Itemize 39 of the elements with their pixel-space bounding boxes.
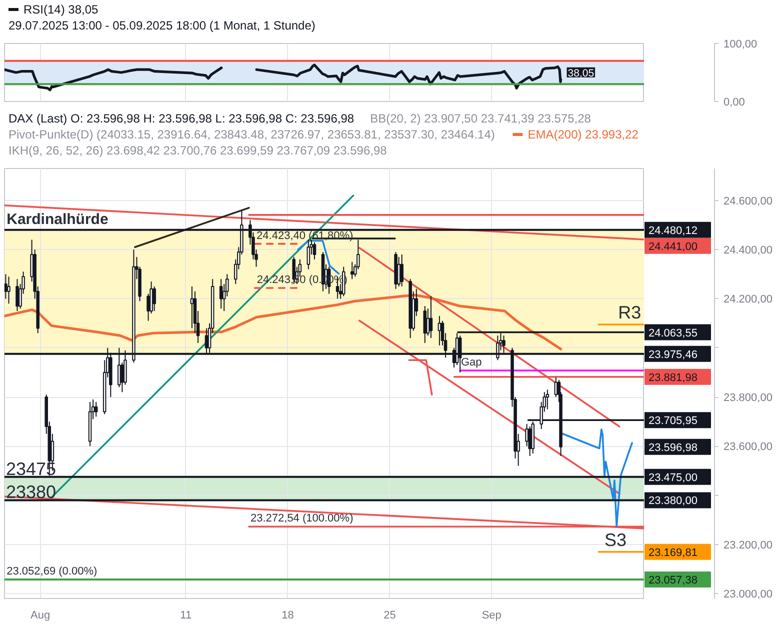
data-label: 24.441,00 [648, 240, 698, 253]
annotation: Gap [460, 356, 482, 368]
y-tick-label: 24.200,00 [724, 294, 772, 306]
y-tick-label: 23.800,00 [724, 392, 772, 404]
x-tick-label: 25 [384, 610, 396, 622]
x-tick-label: Aug [30, 610, 50, 622]
y-tick-label: 23.600,00 [724, 441, 772, 454]
data-label: 38,05 [568, 67, 594, 80]
y-tick-label: 24.400,00 [724, 244, 772, 257]
annotation: Kardinalhürde [6, 210, 108, 228]
ref-line-label: 23.475,00 [648, 472, 698, 484]
annotation: 23.052,69 (0.00%) [6, 565, 98, 578]
data-label: 23.881,98 [648, 372, 698, 384]
legend-label: RSI(14) 38,05 [24, 2, 99, 16]
ref-line-label: 23.975,46 [648, 348, 698, 361]
text: 23.596,98 [648, 442, 698, 454]
annotation: S3 [604, 530, 626, 550]
data-label: 24.063,55 [648, 327, 698, 340]
y-tick-label: 23.000,00 [724, 588, 772, 601]
x-tick-label: 18 [282, 610, 294, 622]
text: BB(20, 2) 23.907,50 23.741,39 23.575,28 [370, 112, 592, 126]
ref-line-label: 24.480,12 [648, 224, 698, 237]
annotation: 23.272,54 (100.00%) [250, 512, 354, 525]
annotation: R3 [618, 302, 642, 323]
text: IKH(9, 26, 52, 26) 23.698,42 23.700,76 23.699,59 23.767,09 23.596,98 [8, 144, 388, 158]
y-tick-label: 0,00 [724, 96, 745, 108]
x-tick-label: Sep [482, 610, 502, 622]
chart-title: DAX (Last) O: 23.596,98 H: 23.596,98 L: 23.596,98 C: 23.596,98 [8, 112, 354, 126]
ref-line-label: 23.380,00 [648, 495, 698, 508]
x-tick-label: 11 [180, 610, 192, 622]
y-tick-label: 100,00 [724, 38, 758, 50]
chart-subtitle: 29.07.2025 13:00 - 05.09.2025 18:00 (1 Monat, 1 Stunde) [8, 18, 316, 32]
y-tick-label: 23.200,00 [724, 539, 772, 552]
y-tick-label: 24.600,00 [724, 195, 772, 208]
text: Pivot-Punkte(D) (24033.15, 23916.64, 23843.48, 23726.97, 23653.81, 23537.30, 23464.14) [8, 128, 495, 142]
data-label: 23.169,81 [648, 546, 698, 559]
data-label: 23.705,95 [648, 415, 698, 428]
legend-label: EMA(200) 23.993,22 [528, 128, 639, 142]
ref-line-label: 23.057,38 [648, 574, 698, 586]
